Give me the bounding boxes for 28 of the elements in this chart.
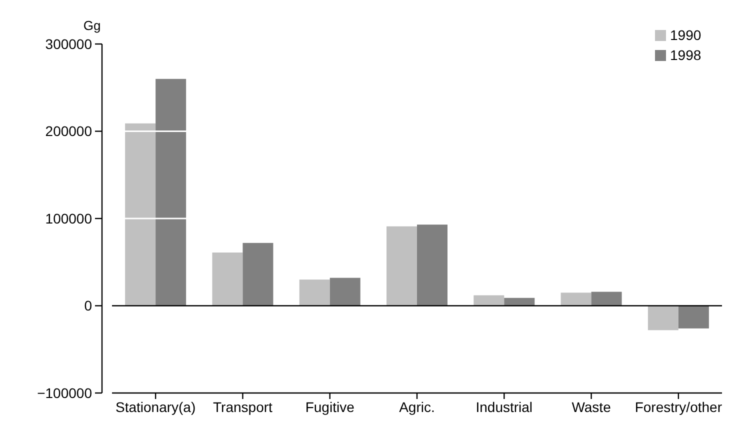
x-tick-label: Stationary(a)	[115, 399, 196, 415]
bar	[591, 292, 622, 306]
y-axis-title: Gg	[83, 18, 101, 33]
y-tick-label: 100000	[45, 210, 92, 226]
bar	[212, 252, 243, 306]
bar	[330, 278, 360, 306]
x-tick-label: Waste	[572, 399, 612, 415]
x-tick-label: Agric.	[399, 399, 435, 415]
y-tick-label: 0	[84, 298, 92, 314]
bar	[560, 292, 592, 306]
bar	[242, 242, 274, 306]
bar	[156, 78, 186, 306]
bar	[417, 224, 448, 306]
legend-label: 1998	[670, 47, 702, 63]
x-tick-label: Fugitive	[305, 399, 355, 415]
x-tick-label: Industrial	[476, 399, 533, 415]
y-tick-label: −100000	[37, 384, 92, 401]
bar	[299, 280, 330, 306]
bar	[125, 123, 156, 306]
bar	[474, 295, 504, 306]
x-tick-label: Transport	[213, 399, 273, 415]
y-tick-label: 200000	[45, 123, 92, 140]
y-tick-label: 300000	[45, 36, 92, 52]
bar	[386, 226, 417, 306]
x-tick-label: Forestry/other	[634, 399, 722, 415]
legend-label: 1990	[670, 27, 702, 43]
bar	[678, 306, 709, 328]
bar	[648, 306, 678, 330]
